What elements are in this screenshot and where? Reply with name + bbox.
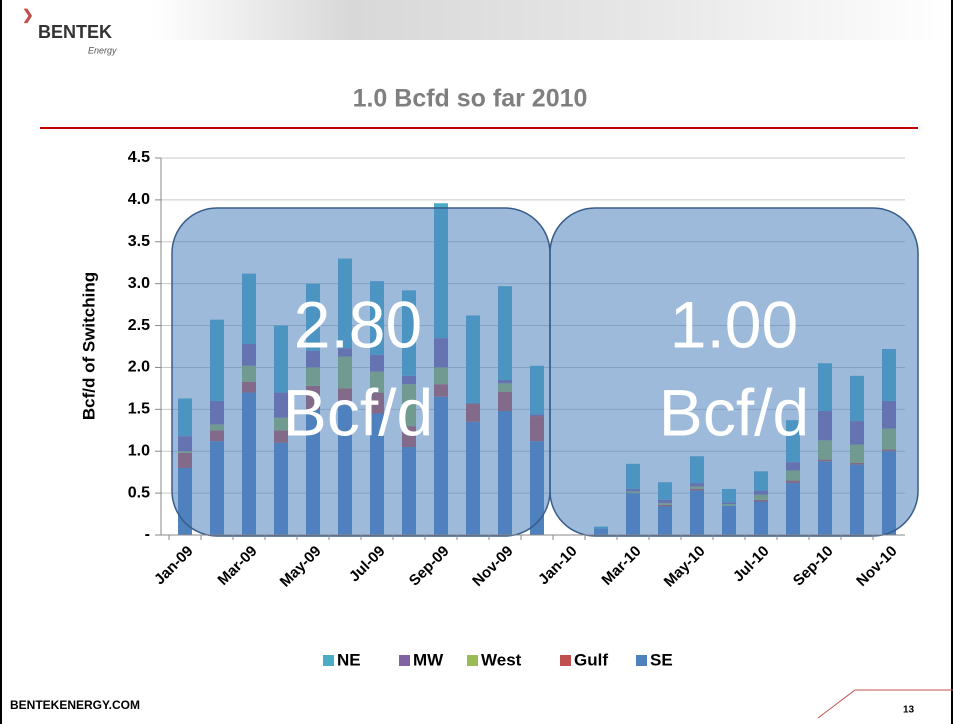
y-axis-label: Bcf/d of Switching — [79, 272, 98, 420]
y-tick-label: 1.5 — [128, 401, 150, 418]
legend-swatch — [399, 655, 410, 666]
chart-title: 1.0 Bcfd so far 2010 — [353, 85, 588, 113]
footer-swoosh — [817, 689, 953, 719]
y-tick-label: 0.5 — [128, 484, 150, 501]
logo-name: BENTEK — [38, 22, 112, 42]
y-tick-label: 4.0 — [128, 191, 150, 208]
annotation: Bcf/d — [659, 375, 809, 449]
legend-label: SE — [650, 650, 673, 669]
legend-label: NE — [337, 650, 361, 669]
legend-swatch — [323, 655, 334, 666]
highlight-box — [549, 207, 919, 537]
y-tick-label: 2.0 — [128, 359, 150, 376]
legend-label: Gulf — [574, 650, 608, 669]
legend-swatch — [636, 655, 647, 666]
legend-label: MW — [413, 650, 444, 669]
highlight-box — [171, 207, 551, 537]
annotation: 2.80 — [294, 287, 422, 361]
page-number: 13 — [903, 705, 915, 716]
y-tick-label: 2.5 — [128, 317, 150, 334]
y-tick-label: 3.0 — [128, 275, 150, 292]
y-tick-label: - — [145, 526, 150, 543]
annotation: 1.00 — [670, 287, 798, 361]
annotation: Bcf/d — [283, 375, 433, 449]
legend-swatch — [467, 655, 478, 666]
logo-mark: ❯ — [22, 7, 34, 24]
footer: BENTEKENERGY.COM — [10, 698, 140, 712]
y-tick-label: 3.5 — [128, 233, 150, 250]
y-tick-label: 4.5 — [128, 149, 150, 166]
legend: NE MW West Gulf SE — [323, 650, 673, 669]
logo-sub: Energy — [88, 45, 117, 55]
header-band — [150, 0, 953, 40]
legend-label: West — [481, 650, 522, 669]
y-tick-label: 1.0 — [128, 442, 150, 459]
legend-swatch — [560, 655, 571, 666]
